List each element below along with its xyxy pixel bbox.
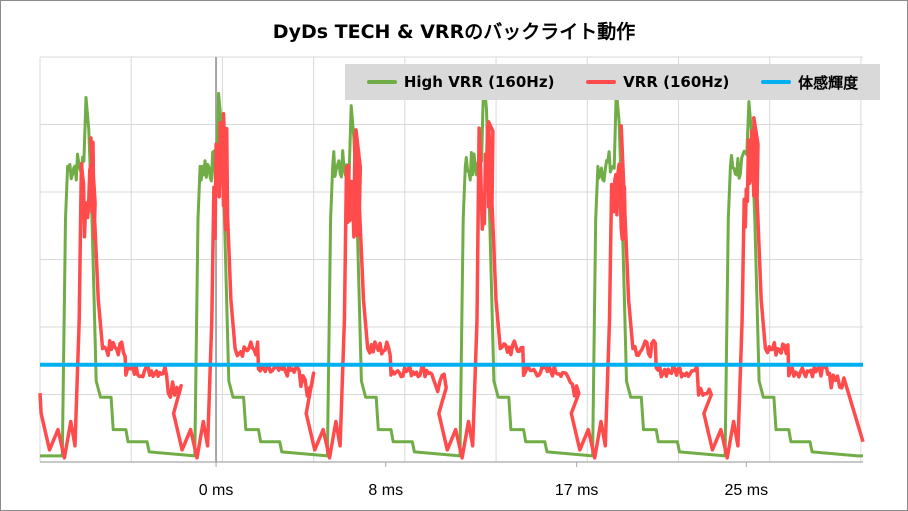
x-tick-label: 25 ms	[724, 482, 769, 499]
x-tick-label: 8 ms	[368, 482, 404, 499]
legend-item-perceived-brightness: 体感輝度	[761, 72, 858, 93]
legend-label-high-vrr: High VRR (160Hz)	[403, 73, 555, 91]
legend-swatch-perceived-brightness	[761, 80, 792, 84]
legend: High VRR (160Hz) VRR (160Hz) 体感輝度	[345, 64, 880, 100]
legend-swatch-high-vrr	[366, 80, 397, 84]
legend-item-vrr: VRR (160Hz)	[586, 73, 729, 91]
x-tick-label: 17 ms	[554, 482, 599, 499]
legend-label-perceived-brightness: 体感輝度	[798, 73, 859, 92]
x-tick-label: 0 ms	[198, 482, 234, 499]
chart-title: DyDs TECH & VRRのバックライト動作	[272, 21, 636, 43]
legend-swatch-vrr	[586, 80, 617, 84]
series-line-vrr	[38, 111, 865, 460]
legend-item-high-vrr: High VRR (160Hz)	[366, 73, 555, 91]
legend-label-vrr: VRR (160Hz)	[623, 73, 730, 91]
